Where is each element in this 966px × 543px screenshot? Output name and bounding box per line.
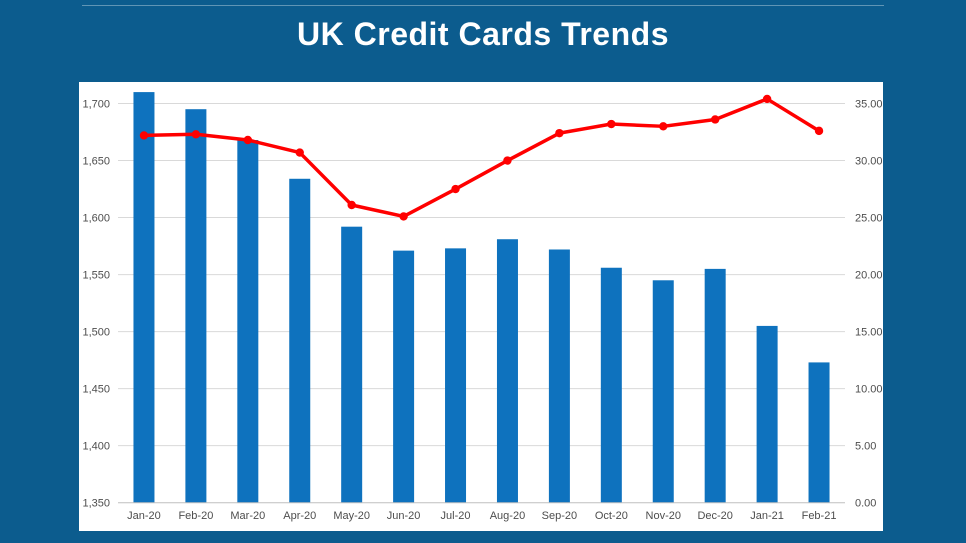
title-divider-line: [82, 5, 884, 6]
line-marker-Feb-21: [814, 126, 824, 136]
x-axis-tick-label: Feb-20: [178, 510, 213, 522]
bar-Jul-20: [445, 248, 467, 503]
line-marker-Jun-20: [399, 212, 408, 221]
bar-Oct-20: [600, 267, 622, 503]
x-axis-tick-label: Jul-20: [441, 510, 471, 522]
bar-Feb-21: [808, 362, 830, 503]
line-marker-Jul-20: [451, 184, 460, 194]
y-axis-left-tick-label: 1,550: [82, 270, 110, 282]
line-marker-Apr-20: [295, 148, 304, 157]
x-axis-tick-label: Oct-20: [595, 510, 628, 522]
chart-title: UK Credit Cards Trends: [297, 16, 669, 52]
line-marker-Sep-20: [555, 128, 564, 138]
y-axis-right-tick-label: 25.00: [855, 213, 883, 225]
bar-Mar-20: [237, 139, 259, 503]
x-axis-tick-label: Apr-20: [283, 510, 316, 522]
line-marker-Oct-20: [607, 119, 616, 129]
bar-Nov-20: [652, 280, 674, 503]
y-axis-left-tick-label: 1,600: [82, 213, 110, 225]
line-marker-Nov-20: [659, 122, 668, 131]
line-marker-May-20: [347, 200, 356, 210]
y-axis-left-tick-label: 1,650: [82, 156, 110, 168]
x-axis-tick-label: Dec-20: [697, 510, 732, 522]
y-axis-right-tick-label: 20.00: [855, 270, 883, 282]
y-axis-right-tick-label: 30.00: [855, 156, 883, 168]
bar-Jan-21: [756, 325, 778, 503]
bar-Jan-20: [133, 92, 155, 503]
line-marker-Dec-20: [710, 115, 720, 124]
line-marker-Aug-20: [503, 156, 512, 165]
line-marker-Jan-21: [762, 94, 772, 104]
x-axis-tick-label: Mar-20: [230, 510, 265, 522]
x-axis-tick-label: Jan-20: [127, 510, 161, 522]
x-axis-tick-label: Feb-21: [802, 510, 837, 522]
x-axis-tick-label: Sep-20: [542, 510, 577, 522]
line-series: [142, 97, 821, 219]
y-axis-left-tick-label: 1,450: [82, 384, 110, 396]
chart-panel: 1,350 1,400 1,450 1,500 1,550 1,600 1,650 1,700…: [79, 82, 883, 531]
bar-Feb-20: [185, 109, 207, 503]
x-axis-tick-label: Jan-21: [750, 510, 784, 522]
x-axis-tick-label: Aug-20: [490, 510, 525, 522]
y-axis-right-tick-label: 10.00: [855, 384, 883, 396]
x-axis-tick-label: Nov-20: [646, 510, 681, 522]
bar-Sep-20: [548, 249, 570, 503]
y-axis-right-tick-label: 15.00: [855, 327, 883, 339]
line-marker-Jan-20: [139, 131, 149, 140]
bar-May-20: [341, 226, 363, 503]
bar-Aug-20: [496, 239, 518, 503]
y-axis-right-tick-label: 0.00: [855, 498, 876, 510]
y-axis-right-tick-label: 5.00: [855, 441, 876, 453]
y-axis-left-tick-label: 1,700: [82, 99, 110, 111]
x-axis-tick-label: May-20: [333, 510, 370, 522]
y-axis-left-tick-label: 1,400: [82, 441, 110, 453]
y-axis-left-tick-label: 1,500: [82, 327, 110, 339]
x-axis-tick-label: Jun-20: [387, 510, 421, 522]
combo-chart: 1,350 1,400 1,450 1,500 1,550 1,600 1,650 1,700…: [82, 92, 883, 522]
y-axis-right-tick-label: 35.00: [855, 99, 883, 111]
line-marker-Mar-20: [243, 135, 253, 145]
line-marker-Feb-20: [191, 130, 201, 139]
bar-Jun-20: [393, 250, 415, 503]
bar-Dec-20: [704, 268, 726, 503]
y-axis-left-tick-label: 1,350: [82, 498, 110, 510]
bar-Apr-20: [289, 178, 311, 503]
